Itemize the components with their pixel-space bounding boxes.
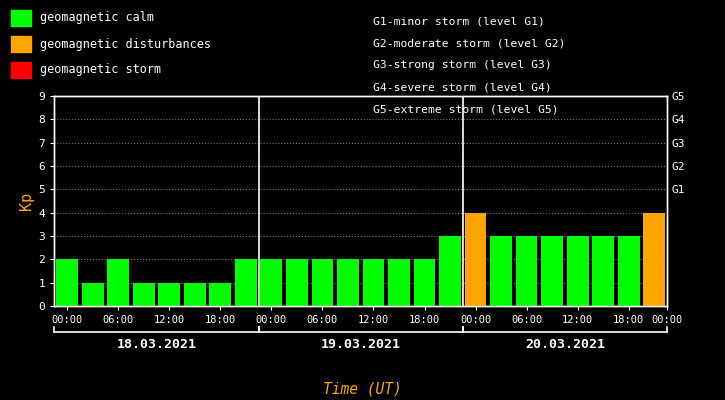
Bar — [414, 259, 435, 306]
Text: geomagnetic disturbances: geomagnetic disturbances — [40, 38, 211, 50]
Text: 20.03.2021: 20.03.2021 — [525, 338, 605, 351]
Bar — [362, 259, 384, 306]
Bar — [567, 236, 589, 306]
Bar — [158, 283, 180, 306]
Bar — [260, 259, 282, 306]
Bar — [337, 259, 359, 306]
Bar — [184, 283, 206, 306]
Bar — [210, 283, 231, 306]
Bar — [465, 213, 486, 306]
Text: 19.03.2021: 19.03.2021 — [320, 338, 401, 351]
Y-axis label: Kp: Kp — [20, 192, 34, 210]
Bar — [439, 236, 461, 306]
Bar — [592, 236, 614, 306]
Text: G5-extreme storm (level G5): G5-extreme storm (level G5) — [373, 104, 559, 114]
Text: geomagnetic calm: geomagnetic calm — [40, 12, 154, 24]
Text: Time (UT): Time (UT) — [323, 381, 402, 396]
Bar — [542, 236, 563, 306]
Bar — [490, 236, 512, 306]
Bar — [235, 259, 257, 306]
Bar — [515, 236, 537, 306]
Text: G4-severe storm (level G4): G4-severe storm (level G4) — [373, 82, 552, 92]
Bar — [618, 236, 639, 306]
Text: G1-minor storm (level G1): G1-minor storm (level G1) — [373, 16, 545, 26]
Bar — [107, 259, 129, 306]
Bar — [57, 259, 78, 306]
Text: 18.03.2021: 18.03.2021 — [117, 338, 196, 351]
Bar — [133, 283, 154, 306]
Text: G3-strong storm (level G3): G3-strong storm (level G3) — [373, 60, 552, 70]
Bar — [312, 259, 334, 306]
Bar — [286, 259, 307, 306]
Bar — [643, 213, 665, 306]
Text: G2-moderate storm (level G2): G2-moderate storm (level G2) — [373, 38, 566, 48]
Text: geomagnetic storm: geomagnetic storm — [40, 64, 161, 76]
Bar — [82, 283, 104, 306]
Bar — [388, 259, 410, 306]
